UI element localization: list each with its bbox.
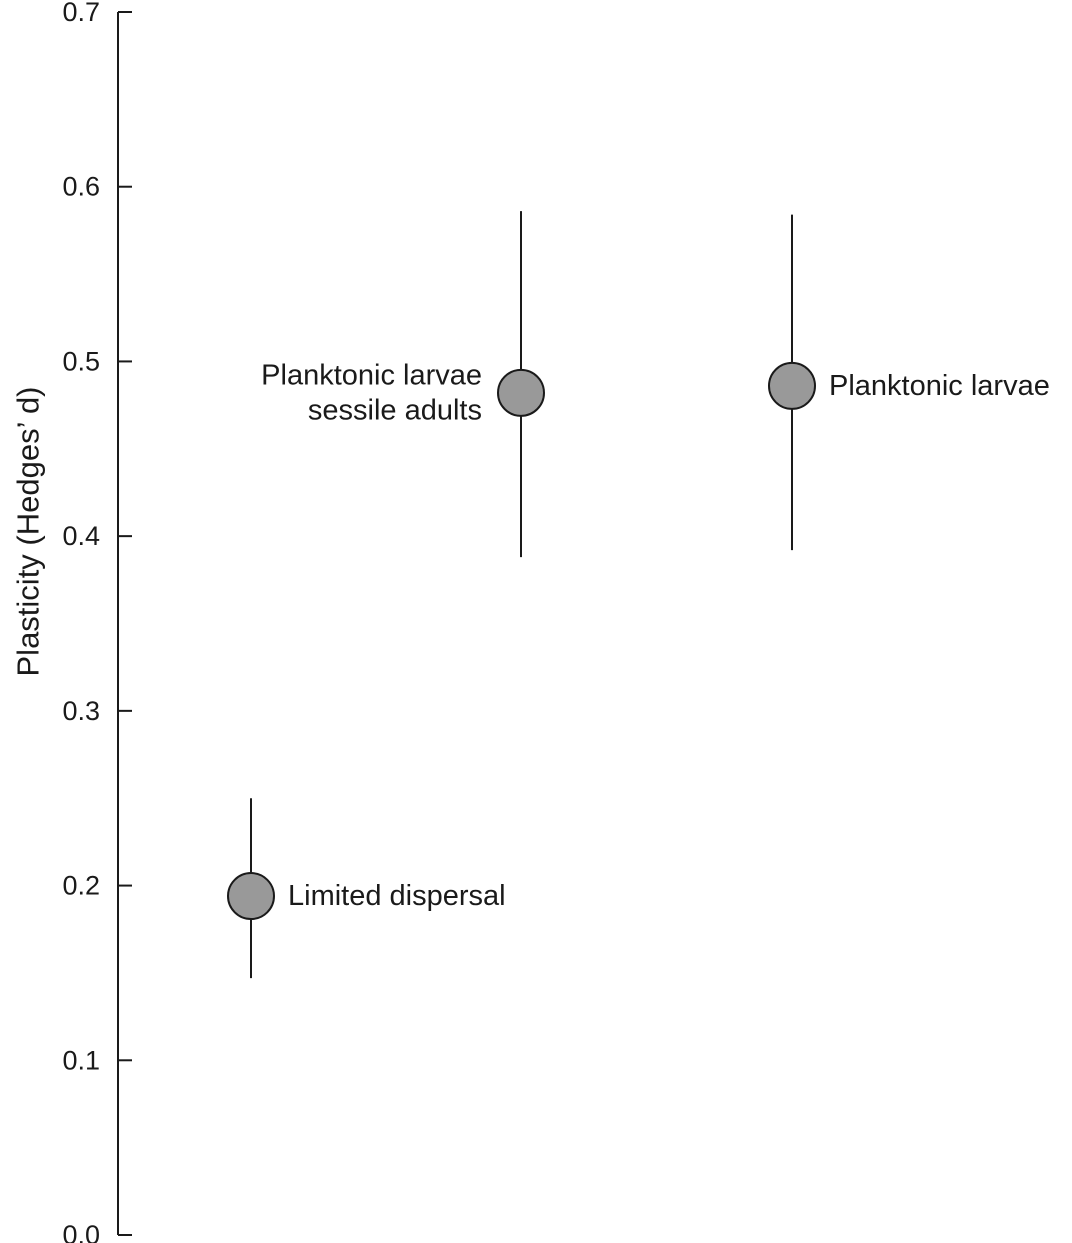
y-tick-label: 0.3 (62, 696, 100, 726)
y-axis-title: Plasticity (Hedges’ d) (11, 386, 46, 676)
y-tick-label: 0.2 (62, 871, 100, 901)
y-tick-label: 0.0 (62, 1220, 100, 1243)
data-point-label: Planktonic larvae (829, 370, 1050, 402)
data-point-group: Planktonic larvae (768, 214, 1050, 551)
data-point-group: Limited dispersal (227, 798, 506, 979)
y-tick-label: 0.1 (62, 1045, 100, 1075)
data-point (227, 872, 275, 921)
data-point-label: Limited dispersal (288, 880, 506, 912)
y-tick-label: 0.5 (62, 346, 100, 376)
data-point (768, 361, 816, 410)
y-tick-label: 0.4 (62, 521, 100, 551)
y-axis-ticks: 0.0 0.1 0.2 0.3 0.4 0.5 0.6 0.7 (62, 0, 132, 1243)
data-point-label: sessile adults (308, 394, 482, 426)
y-tick-label: 0.7 (62, 0, 100, 27)
y-tick-label: 0.6 (62, 172, 100, 202)
data-point (497, 368, 545, 417)
data-point-label: Planktonic larvae (261, 359, 482, 391)
